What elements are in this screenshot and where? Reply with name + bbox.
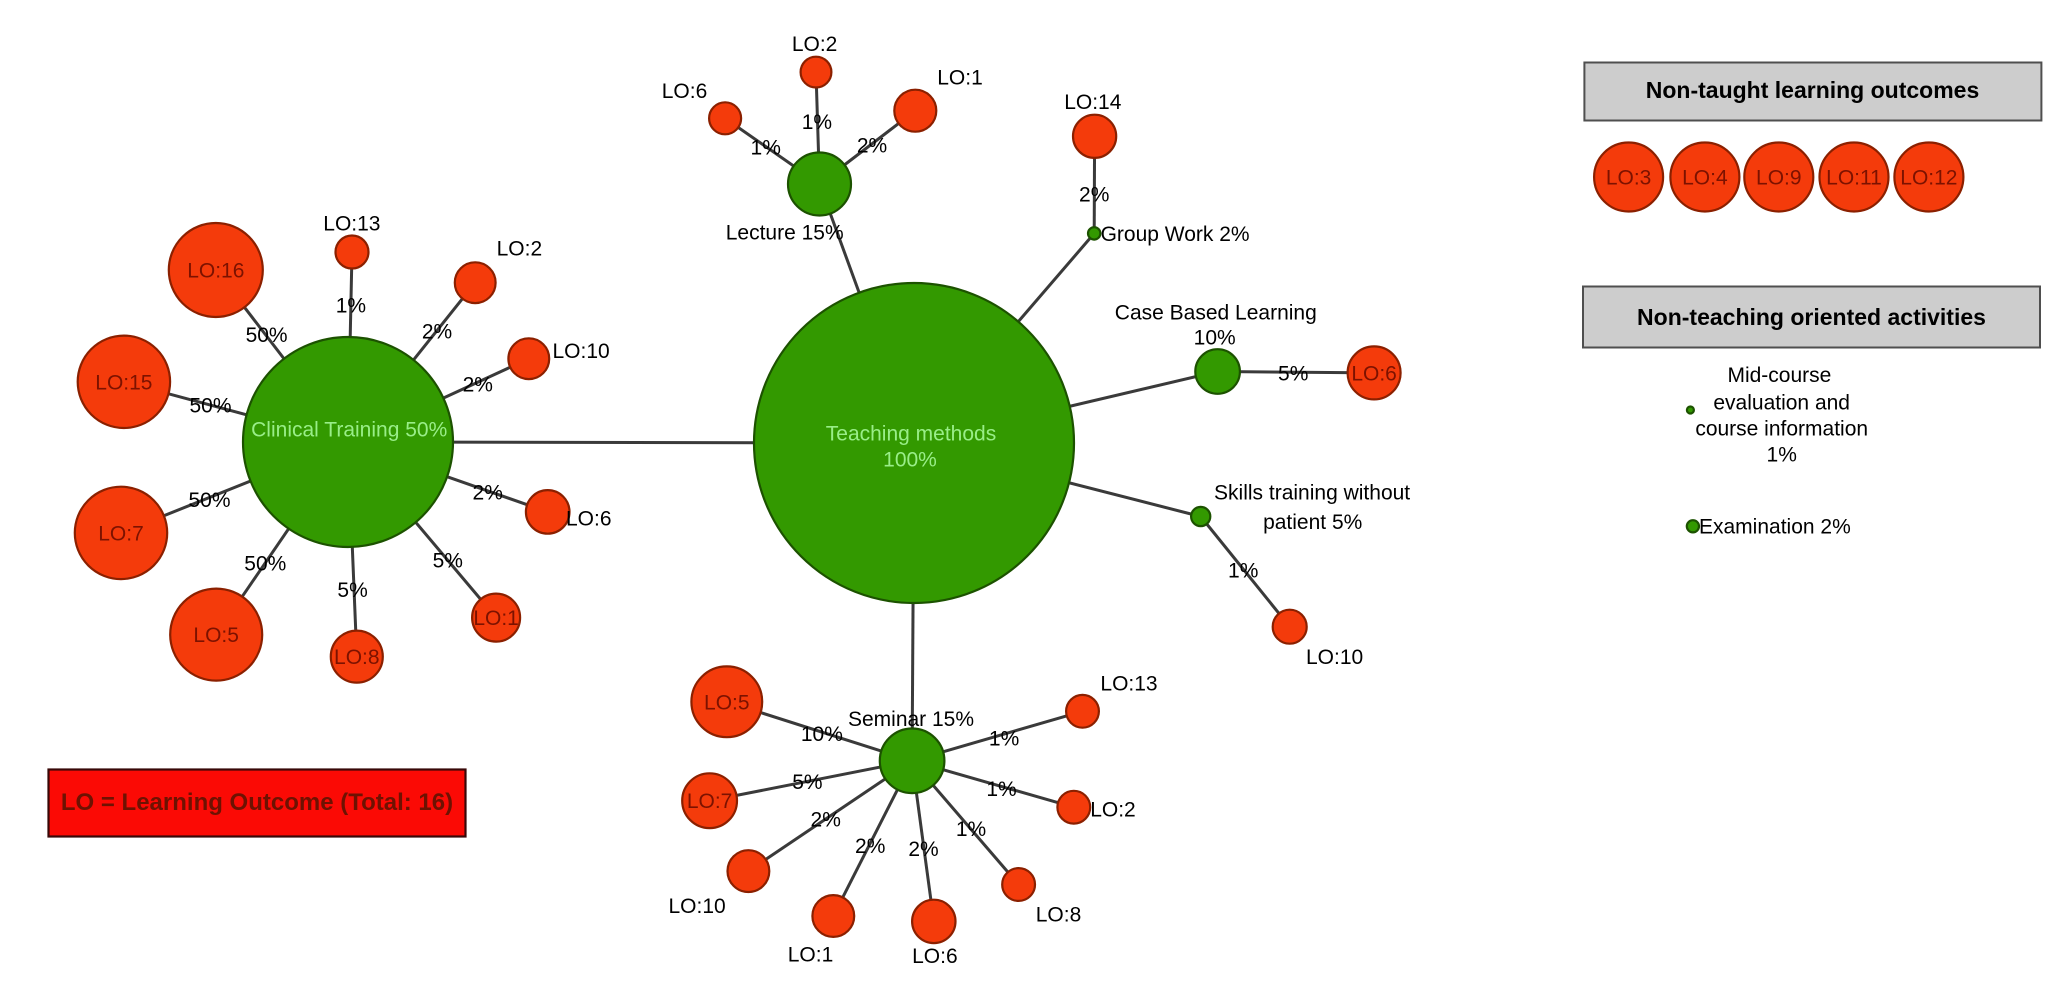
svg-text:LO:8: LO:8 xyxy=(1036,903,1082,926)
svg-text:patient 5%: patient 5% xyxy=(1263,511,1362,534)
svg-text:LO:8: LO:8 xyxy=(334,646,380,669)
svg-text:1%: 1% xyxy=(1228,559,1258,582)
svg-text:10%: 10% xyxy=(1194,327,1236,350)
svg-text:LO:2: LO:2 xyxy=(1090,799,1136,822)
svg-text:5%: 5% xyxy=(337,579,367,602)
svg-text:LO = Learning Outcome (Total:: LO = Learning Outcome (Total: 16) xyxy=(61,789,453,816)
svg-text:2%: 2% xyxy=(1079,183,1109,206)
svg-text:Lecture 15%: Lecture 15% xyxy=(726,221,844,244)
svg-text:LO:3: LO:3 xyxy=(1606,167,1652,190)
svg-text:LO:6: LO:6 xyxy=(912,945,958,968)
svg-text:course information: course information xyxy=(1695,417,1868,440)
svg-text:2%: 2% xyxy=(422,321,452,344)
svg-text:1%: 1% xyxy=(802,111,832,134)
svg-text:1%: 1% xyxy=(989,728,1019,751)
svg-text:10%: 10% xyxy=(801,723,843,746)
svg-text:LO:9: LO:9 xyxy=(1756,167,1802,190)
svg-text:5%: 5% xyxy=(1278,362,1308,385)
svg-text:Case Based Learning: Case Based Learning xyxy=(1115,301,1317,324)
svg-text:evaluation and: evaluation and xyxy=(1713,391,1850,414)
svg-text:LO:2: LO:2 xyxy=(792,33,838,56)
svg-text:1%: 1% xyxy=(956,818,986,841)
svg-text:LO:15: LO:15 xyxy=(95,371,152,394)
svg-text:Mid-course: Mid-course xyxy=(1727,364,1831,387)
svg-text:2%: 2% xyxy=(463,373,493,396)
svg-text:LO:12: LO:12 xyxy=(1900,167,1957,190)
svg-text:Non-taught learning outcomes: Non-taught learning outcomes xyxy=(1646,77,1980,103)
svg-text:Non-teaching oriented activiti: Non-teaching oriented activities xyxy=(1637,304,1986,330)
svg-text:LO:5: LO:5 xyxy=(193,624,239,647)
svg-text:LO:6: LO:6 xyxy=(566,508,612,531)
svg-text:1%: 1% xyxy=(986,778,1016,801)
svg-text:LO:13: LO:13 xyxy=(323,212,380,235)
svg-text:LO:10: LO:10 xyxy=(668,895,725,918)
svg-text:50%: 50% xyxy=(189,395,231,418)
svg-text:5%: 5% xyxy=(792,771,822,794)
svg-text:Seminar 15%: Seminar 15% xyxy=(848,708,974,731)
svg-text:50%: 50% xyxy=(246,324,288,347)
svg-text:1%: 1% xyxy=(1767,444,1797,467)
svg-text:LO:14: LO:14 xyxy=(1064,91,1122,114)
svg-text:Examination 2%: Examination 2% xyxy=(1699,516,1851,539)
svg-text:2%: 2% xyxy=(857,134,887,157)
svg-text:LO:7: LO:7 xyxy=(687,790,733,813)
svg-text:LO:10: LO:10 xyxy=(1306,646,1363,669)
svg-text:2%: 2% xyxy=(855,835,885,858)
svg-text:LO:7: LO:7 xyxy=(98,522,144,545)
svg-text:Skills training without: Skills training without xyxy=(1214,481,1410,504)
svg-text:Teaching methods: Teaching methods xyxy=(826,422,996,445)
svg-text:LO:6: LO:6 xyxy=(662,80,708,103)
svg-text:LO:6: LO:6 xyxy=(1351,362,1397,385)
svg-text:LO:1: LO:1 xyxy=(473,607,519,630)
svg-text:LO:13: LO:13 xyxy=(1100,672,1157,695)
svg-text:LO:1: LO:1 xyxy=(788,944,834,967)
svg-text:5%: 5% xyxy=(433,550,463,573)
svg-text:Clinical Training 50%: Clinical Training 50% xyxy=(251,418,447,441)
svg-text:1%: 1% xyxy=(751,137,781,160)
svg-text:50%: 50% xyxy=(244,553,286,576)
svg-text:LO:5: LO:5 xyxy=(704,691,750,714)
svg-text:LO:10: LO:10 xyxy=(553,340,610,363)
svg-text:1%: 1% xyxy=(336,294,366,317)
svg-text:LO:2: LO:2 xyxy=(497,238,543,261)
svg-text:LO:16: LO:16 xyxy=(187,260,244,283)
svg-text:50%: 50% xyxy=(188,489,230,512)
svg-text:2%: 2% xyxy=(811,809,841,832)
svg-text:2%: 2% xyxy=(908,838,938,861)
svg-text:2%: 2% xyxy=(473,482,503,505)
svg-text:LO:1: LO:1 xyxy=(937,67,983,90)
svg-text:LO:11: LO:11 xyxy=(1826,167,1882,190)
svg-text:LO:4: LO:4 xyxy=(1682,167,1728,190)
svg-text:100%: 100% xyxy=(883,449,937,472)
svg-text:Group Work 2%: Group Work 2% xyxy=(1101,223,1250,246)
